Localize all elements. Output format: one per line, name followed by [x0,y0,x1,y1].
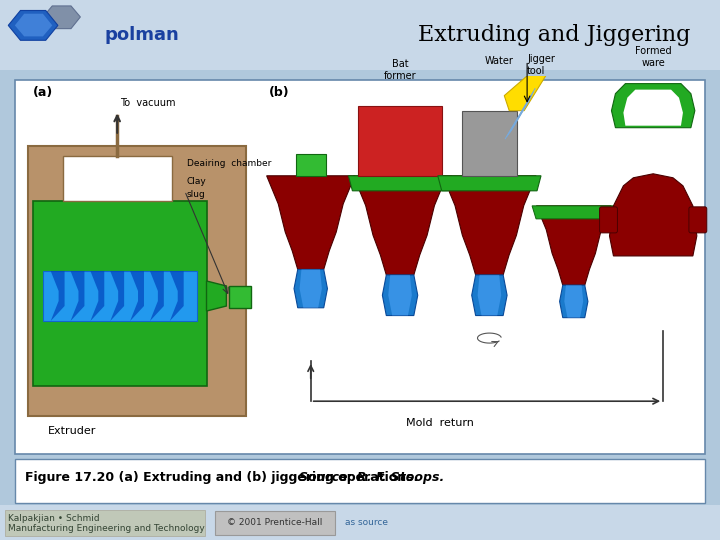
Polygon shape [9,10,58,40]
Polygon shape [536,206,611,285]
Text: Bat
former: Bat former [384,59,416,80]
Text: Jigger
tool: Jigger tool [527,54,555,76]
Polygon shape [559,285,588,318]
Polygon shape [477,275,501,315]
FancyBboxPatch shape [5,510,205,536]
Polygon shape [43,6,81,29]
Text: Extruding and Jiggering: Extruding and Jiggering [418,24,690,46]
Polygon shape [472,275,507,315]
Text: as source: as source [345,518,388,528]
Polygon shape [610,174,697,256]
FancyBboxPatch shape [296,154,325,176]
Text: Mold  return: Mold return [406,418,474,428]
FancyBboxPatch shape [28,146,246,416]
Text: slug: slug [186,190,205,199]
Text: (b): (b) [269,86,289,99]
Text: polman: polman [105,26,180,44]
Text: Source: R. F. Stoops.: Source: R. F. Stoops. [300,470,444,483]
Polygon shape [130,271,144,321]
Text: Formed
ware: Formed ware [635,46,672,68]
FancyBboxPatch shape [215,511,335,535]
Text: Figure 17.20 (a) Extruding and (b) jiggering operations.: Figure 17.20 (a) Extruding and (b) jigge… [25,470,423,483]
Text: Water: Water [485,56,514,65]
Polygon shape [438,176,541,191]
Polygon shape [110,271,124,321]
Polygon shape [382,275,418,315]
Polygon shape [207,281,226,311]
FancyBboxPatch shape [600,207,618,233]
Polygon shape [443,176,536,275]
FancyBboxPatch shape [42,271,197,321]
Polygon shape [266,176,355,269]
Polygon shape [91,271,104,321]
Text: Kalpakjian • Schmid: Kalpakjian • Schmid [8,514,99,523]
Polygon shape [388,275,412,315]
FancyBboxPatch shape [33,201,207,386]
Polygon shape [50,271,65,321]
FancyBboxPatch shape [15,460,705,503]
FancyBboxPatch shape [462,111,517,176]
Text: To  vacuum: To vacuum [120,98,176,107]
Polygon shape [348,176,451,191]
Polygon shape [624,90,683,126]
Text: (a): (a) [33,86,53,99]
FancyBboxPatch shape [689,207,707,233]
FancyBboxPatch shape [63,156,172,201]
Polygon shape [611,84,695,127]
FancyBboxPatch shape [359,106,442,176]
Text: Deairing  chamber: Deairing chamber [186,159,271,168]
Text: Manufacturing Engineering and Technology: Manufacturing Engineering and Technology [8,524,204,533]
Polygon shape [294,269,328,308]
Polygon shape [564,285,583,318]
Text: Clay: Clay [186,177,207,186]
Text: © 2001 Prentice-Hall: © 2001 Prentice-Hall [228,518,323,528]
Polygon shape [150,271,164,321]
Polygon shape [71,271,84,321]
Polygon shape [504,65,549,111]
Polygon shape [170,271,184,321]
FancyBboxPatch shape [230,286,251,308]
FancyBboxPatch shape [15,79,705,454]
Polygon shape [532,206,616,219]
Polygon shape [300,269,322,308]
Polygon shape [354,176,446,275]
Text: Extruder: Extruder [48,426,96,436]
Polygon shape [15,14,53,36]
